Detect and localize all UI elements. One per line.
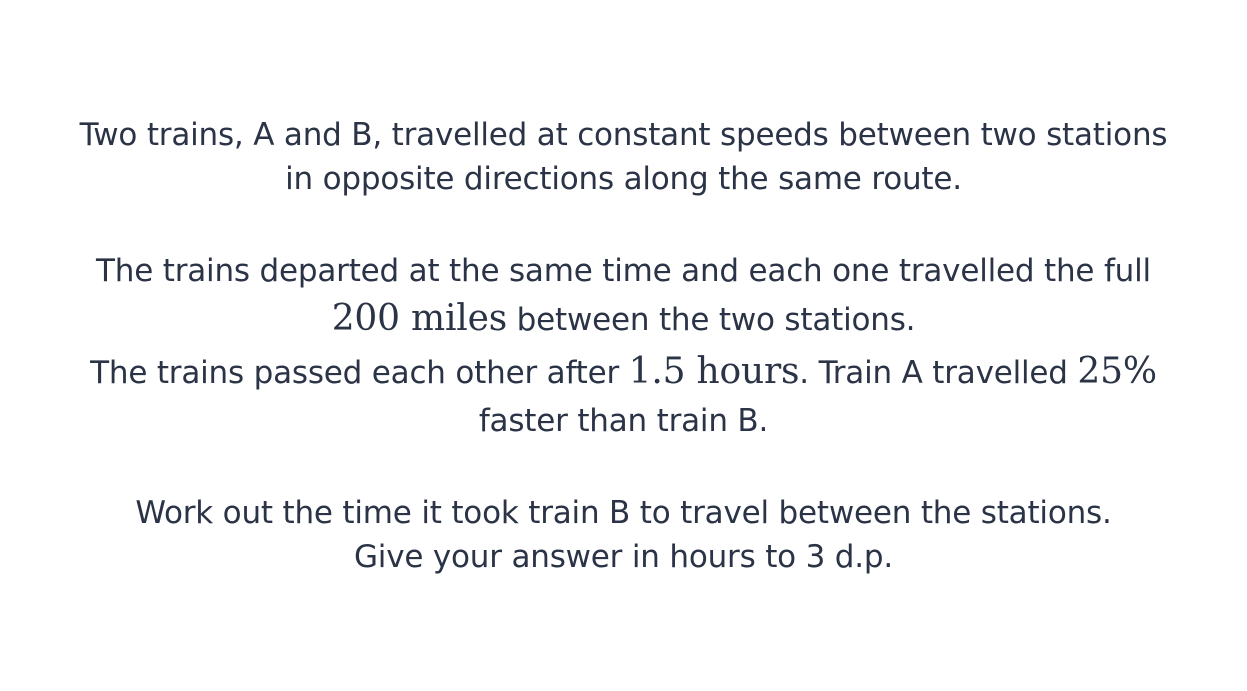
given-line-3-mid: . Train A travelled (799, 355, 1078, 391)
intro-line-1: Two trains, A and B, travelled at consta… (79, 117, 1168, 153)
paragraph-spacer (20, 201, 1227, 249)
question-text: Two trains, A and B, travelled at consta… (20, 113, 1227, 579)
given-line-2-text: between the two stations. (507, 302, 916, 338)
given-line-3: The trains passed each other after 1.5 h… (20, 346, 1227, 399)
given-line-4: faster than train B. (478, 403, 769, 439)
time-value: 1.5 hours (628, 351, 800, 392)
intro-line-2: in opposite directions along the same ro… (285, 161, 962, 197)
paragraph-spacer (20, 443, 1227, 491)
given-line-3-start: The trains passed each other after (90, 355, 629, 391)
percent-value: 25% (1077, 351, 1157, 392)
task-line-2: Give your answer in hours to 3 d.p. (353, 539, 894, 575)
given-line-2: 200 miles between the two stations. (20, 293, 1227, 346)
task-line-1: Work out the time it took train B to tra… (135, 495, 1112, 531)
given-line-1: The trains departed at the same time and… (96, 253, 1151, 289)
distance-value: 200 miles (331, 298, 508, 339)
